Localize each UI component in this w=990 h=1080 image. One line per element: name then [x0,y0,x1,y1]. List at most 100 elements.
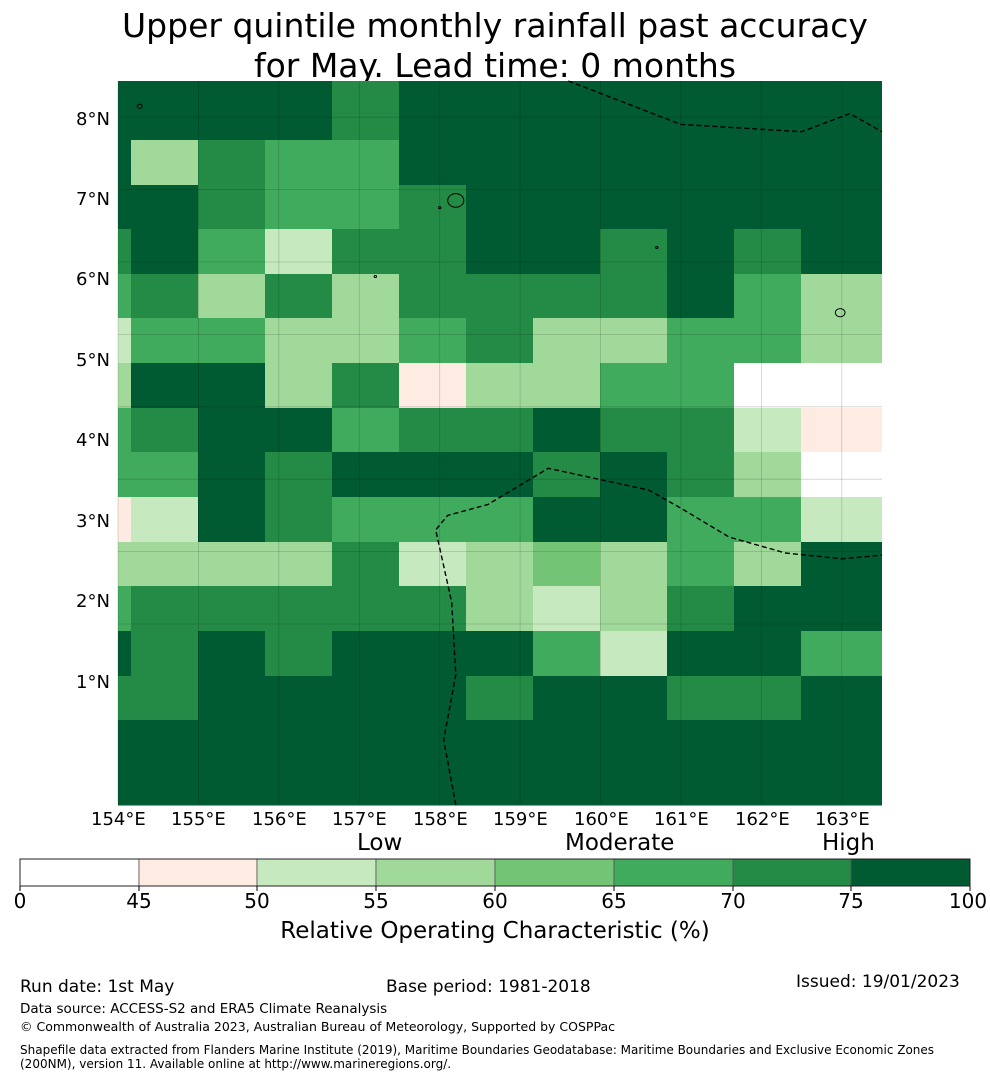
grid-cell [533,676,601,721]
grid-cell [734,542,802,587]
colorbar-tick-50: 50 [244,889,270,913]
grid-cell [801,763,869,806]
grid-cell [868,229,882,275]
lon-label-162e: 162°E [735,809,790,830]
grid-cell [332,720,400,764]
grid-cell [198,586,266,632]
grid-cell [131,140,199,186]
grid-cell [265,542,333,587]
grid-cell [600,408,668,453]
grid-cell [265,274,333,319]
grid-cell [466,81,534,141]
grid-cell [466,763,534,806]
colorbar-tick-45: 45 [126,889,152,913]
grid-cell [533,542,601,587]
rainfall-accuracy-grid [118,81,882,806]
grid-cell [332,363,400,409]
colorbar-segment [850,858,971,887]
grid-cell [118,81,132,141]
grid-cell [198,274,266,319]
colorbar-tick-60: 60 [482,889,508,913]
lon-label-154e: 154°E [91,809,146,830]
grid-cell [801,229,869,275]
colorbar-high-label: High [822,830,875,856]
grid-cell [600,363,668,409]
grid-cell [198,408,266,453]
grid-cell [332,140,400,186]
lat-label-1n: 1°N [76,672,110,693]
grid-cell [332,586,400,632]
colorbar-moderate-label: Moderate [565,830,675,856]
lat-label-7n: 7°N [76,189,110,210]
grid-cell [198,676,266,721]
grid-cell [868,452,882,498]
grid-cell [533,81,601,141]
grid-cell [734,408,802,453]
grid-cell [868,274,882,319]
island-outline [834,308,846,318]
grid-cell [198,497,266,543]
grid-cell [868,408,882,453]
grid-cell [734,185,802,230]
grid-cell [118,542,132,587]
colorbar-axis-label: Relative Operating Characteristic (%) [280,918,710,944]
grid-cell [868,81,882,141]
grid-cell [332,408,400,453]
lon-label-156e: 156°E [252,809,307,830]
grid-cell [265,497,333,543]
grid-cell [198,185,266,230]
grid-cell [734,81,802,141]
grid-cell [118,586,132,632]
colorbar [19,858,971,891]
grid-cell [265,763,333,806]
run-date: Run date: 1st May [20,977,175,997]
grid-cell [533,140,601,186]
lon-label-160e: 160°E [574,809,629,830]
grid-cell [131,763,199,806]
grid-cell [198,720,266,764]
shapefile-credit-line-2: (200NM), version 11. Available online at… [20,1057,452,1071]
grid-cell [868,140,882,186]
grid-cell [801,185,869,230]
grid-cell [118,274,132,319]
grid-cell [332,81,400,141]
grid-cell [131,185,199,230]
grid-cell [198,318,266,364]
grid-cell [734,274,802,319]
colorbar-tick-75: 75 [838,889,864,913]
grid-cell [265,140,333,186]
grid-cell [198,631,266,677]
grid-cell [667,363,735,409]
grid-cell [332,542,400,587]
lon-label-161e: 161°E [654,809,709,830]
grid-cell [265,185,333,230]
grid-cell [118,631,132,677]
grid-cell [399,720,467,764]
grid-cell [399,631,467,677]
grid-cell [600,185,668,230]
islands [136,103,846,318]
grid-cell [801,676,869,721]
grid-cell [466,408,534,453]
colorbar-segment [19,858,140,887]
grid-cell [332,185,400,230]
grid-cell [466,676,534,721]
grid-cell [801,497,869,543]
grid-cell [667,408,735,453]
grid-cell [131,586,199,632]
grid-cell [332,676,400,721]
lon-label-158e: 158°E [413,809,468,830]
grid-cell [868,763,882,806]
grid-cell [667,452,735,498]
map-title-line-1: Upper quintile monthly rainfall past acc… [122,6,868,45]
grid-cell [198,140,266,186]
grid-cell [801,542,869,587]
grid-cell [801,81,869,141]
grid-cell [801,274,869,319]
grid-cell [466,274,534,319]
grid-cell [734,363,802,409]
grid-cell [265,586,333,632]
grid-cell [801,586,869,632]
grid-cell [667,542,735,587]
grid-cell [131,274,199,319]
